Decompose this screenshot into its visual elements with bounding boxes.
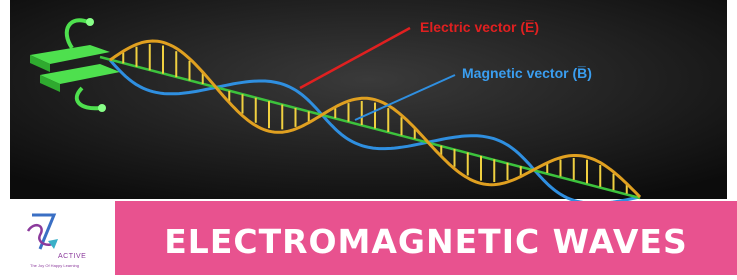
title: ELECTROMAGNETIC WAVES [115, 222, 737, 261]
illustration: Electric vector (E̅) Magnetic vector (B̅… [0, 0, 737, 201]
title-band: ELECTROMAGNETIC WAVES [115, 201, 737, 275]
magnetic-label: Magnetic vector (B̅) [462, 65, 592, 81]
logo-name: ACTIVE [58, 253, 86, 260]
logo: ACTIVE The Joy Of Happy Learning [10, 201, 114, 275]
electric-label: Electric vector (E̅) [420, 19, 539, 35]
logo-tagline: The Joy Of Happy Learning [30, 263, 79, 268]
page: Electric vector (E̅) Magnetic vector (B̅… [0, 0, 737, 275]
